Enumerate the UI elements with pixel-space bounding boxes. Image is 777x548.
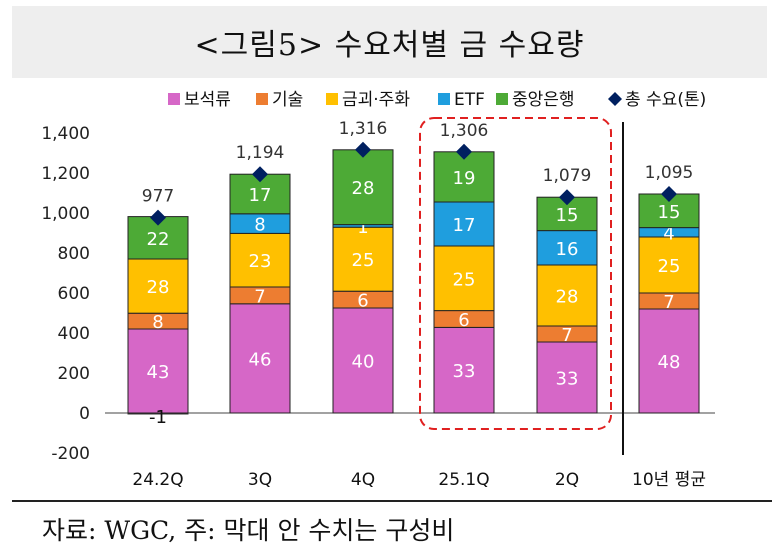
bar-segment [332, 149, 394, 226]
total-label: 1,194 [236, 143, 285, 163]
bar-segment-label: 48 [658, 352, 681, 373]
bar-segment-label: 40 [352, 352, 375, 373]
bar-segment-label: 15 [658, 202, 681, 223]
bar-segment-label: 16 [556, 239, 579, 260]
legend-swatch [168, 93, 180, 105]
x-category-label: 25.1Q [438, 470, 489, 490]
bar-segment-label: 6 [357, 291, 368, 312]
bar-segment [332, 226, 394, 292]
bar-negative-label: -1 [149, 407, 167, 428]
bar-segment [638, 308, 700, 414]
x-category-label: 3Q [248, 470, 272, 490]
bar-segment [536, 230, 598, 266]
total-label: 977 [142, 187, 174, 207]
bar-segment-label: 19 [453, 168, 476, 189]
footer: 자료: WGC, 주: 막대 안 수치는 구성비 [12, 500, 772, 548]
total-label: 1,316 [339, 119, 388, 139]
bar-segment-label: 25 [453, 269, 476, 290]
bar-segment-label: 28 [556, 287, 579, 308]
bar-segment-label: 25 [658, 256, 681, 277]
bar-segment-label: 23 [249, 251, 272, 272]
y-tick-label: 1,200 [41, 164, 90, 184]
total-marker [150, 209, 166, 226]
source-footnote: 자료: WGC, 주: 막대 안 수치는 구성비 [42, 516, 455, 545]
legend-label: 중앙은행 [512, 90, 575, 110]
x-category-label: 10년 평균 [632, 470, 706, 490]
bar-segment-label: 17 [249, 185, 272, 206]
legend-label: 총 수요(톤) [625, 90, 706, 110]
legend-swatch [438, 93, 450, 105]
stacked-bar-chart: 보석류 기술 금괴·주화 ETF 중앙은행 총 수요(톤) -200 0 200 400 600 80… [41, 90, 715, 490]
total-label: 1,079 [543, 166, 592, 186]
bar-segment-label: 7 [663, 292, 674, 313]
bar-segment-label: 33 [453, 361, 476, 382]
legend-swatch [256, 93, 268, 105]
bar-segment-label: 46 [249, 349, 272, 370]
highlight-box [419, 117, 612, 430]
total-label: 1,306 [440, 121, 489, 141]
bar-segment-label: 17 [453, 215, 476, 236]
bar-segment-label: 8 [254, 215, 265, 236]
bar-segment-label: 1 [357, 217, 368, 238]
bar-segment-label: 25 [352, 250, 375, 271]
y-tick-label: -200 [51, 444, 90, 464]
bar-segment [229, 232, 291, 288]
bar-segment-label: 43 [147, 362, 170, 383]
title-bar: <그림5> 수요처별 금 수요량 [12, 6, 767, 78]
bar-segment-label: 7 [561, 325, 572, 346]
y-tick-label: 1,400 [41, 124, 90, 144]
bar-segment [229, 303, 291, 414]
y-tick-label: 800 [58, 244, 90, 264]
bar-segment-label: 8 [152, 312, 163, 333]
y-tick-label: 1,000 [41, 204, 90, 224]
bar-segment [433, 201, 495, 247]
bar-segment-label: 28 [147, 277, 170, 298]
legend-swatch [326, 93, 338, 105]
legend-swatch [496, 93, 508, 105]
bar-segment-label: 28 [352, 178, 375, 199]
total-marker [456, 143, 472, 160]
bar-segment-label: 7 [254, 286, 265, 307]
x-category-label: 24.2Q [132, 470, 183, 490]
bar-segment-label: 6 [458, 310, 469, 331]
bar-segment [433, 326, 495, 414]
bar-segment-label: 15 [556, 205, 579, 226]
bar-segment [127, 328, 189, 414]
legend-label: ETF [454, 90, 485, 110]
legend-label: 금괴·주화 [342, 90, 410, 110]
total-label: 1,095 [645, 163, 694, 183]
y-tick-label: 200 [58, 364, 90, 384]
bar-segment-label: 33 [556, 369, 579, 390]
bar-segment [638, 236, 700, 294]
legend-label: 보석류 [184, 90, 231, 110]
y-tick-label: 600 [58, 284, 90, 304]
y-tick-label: 400 [58, 324, 90, 344]
bar-segment-label: 22 [147, 229, 170, 250]
bar-segment [433, 151, 495, 203]
total-marker [355, 141, 371, 158]
total-marker [661, 186, 677, 202]
legend-label: 기술 [272, 90, 303, 110]
total-marker [252, 166, 268, 183]
bar-segment-label: 4 [663, 223, 674, 244]
total-marker [559, 189, 575, 206]
x-category-label: 4Q [351, 470, 375, 490]
legend-marker-diamond [608, 92, 622, 106]
bar-segment [332, 307, 394, 414]
x-category-label: 2Q [555, 470, 579, 490]
y-tick-label: 0 [79, 404, 90, 424]
chart-title: <그림5> 수요처별 금 수요량 [194, 28, 585, 63]
